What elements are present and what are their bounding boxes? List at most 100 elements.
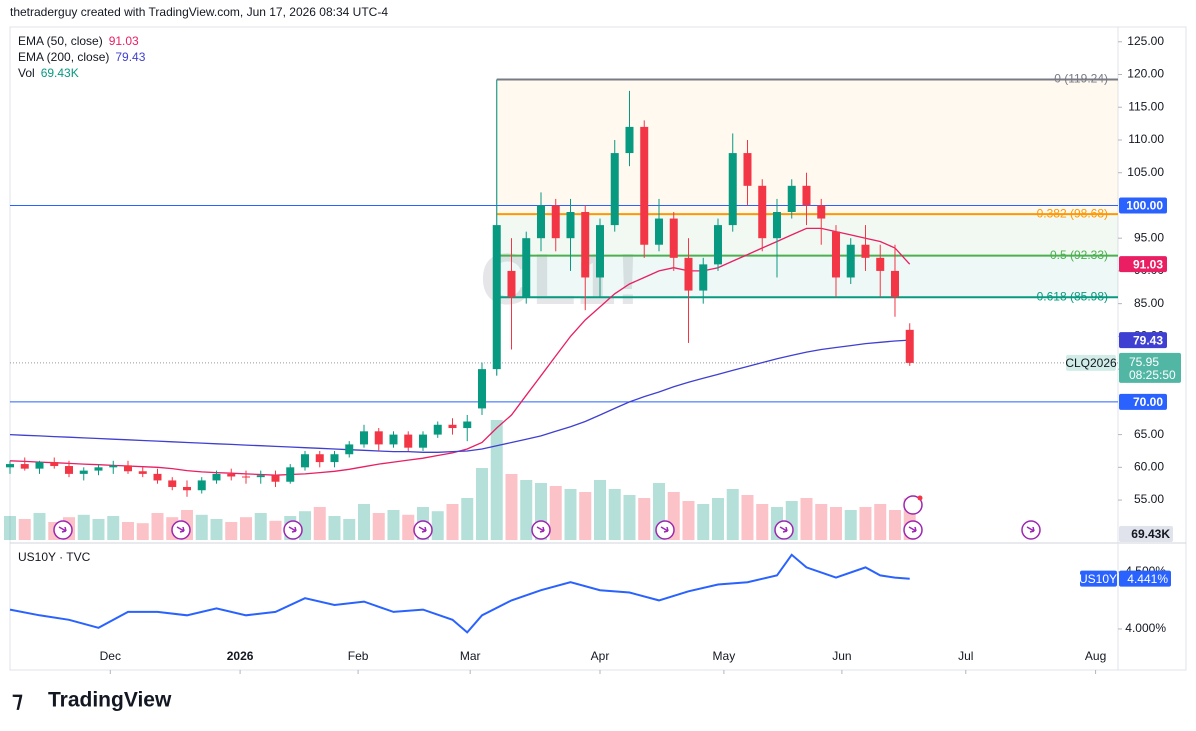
x-tick-label: Mar (460, 649, 481, 663)
candle-body (713, 225, 722, 265)
candle-body (389, 434, 398, 445)
event-arrow (288, 526, 297, 533)
y-tick-label: 60.00 (1134, 460, 1164, 474)
candle-body (418, 434, 427, 448)
candle-body (846, 244, 855, 278)
volume-bar (726, 489, 739, 540)
candle-body (20, 464, 29, 469)
us10y-badge (1119, 570, 1171, 587)
candle-body (35, 462, 44, 469)
volume-bar (151, 513, 164, 540)
volume-bar (490, 420, 503, 540)
candle-body (831, 231, 840, 278)
candle-body (551, 205, 560, 239)
candle-body (684, 257, 693, 291)
volume-bar (195, 514, 208, 540)
candle-body (463, 421, 472, 429)
candle-body (610, 153, 619, 226)
candle-body (123, 465, 132, 472)
footer: TradingView (48, 689, 172, 712)
event-arrow (1026, 526, 1035, 533)
y-tick-label: 65.00 (1134, 427, 1164, 441)
volume-bar (874, 504, 887, 540)
y-tick-label: 115.00 (1128, 99, 1164, 113)
x-tick-label: Jun (832, 649, 851, 663)
volume-bar (402, 514, 415, 540)
candle-body (345, 444, 354, 455)
event-icon (53, 520, 73, 540)
event-icon (413, 520, 433, 540)
candle-body (138, 471, 147, 474)
volume-bar (711, 498, 724, 540)
candle-body (654, 218, 663, 245)
candle-body (64, 466, 73, 474)
logo: ⁊ TradingView (12, 687, 172, 712)
y-tick-label: 125.00 (1127, 34, 1164, 48)
x-tick-label: May (713, 649, 736, 663)
volume-bar (844, 510, 857, 540)
fib-label: 0.618 (85.98) (1037, 289, 1108, 303)
candle-body (153, 473, 162, 481)
ema-line (9, 339, 910, 453)
event-icon (903, 520, 923, 540)
hline-badge (1119, 197, 1167, 214)
candle-body (581, 212, 590, 278)
x-tick-label: Jul (958, 649, 973, 663)
y-tick-label: 105.00 (1127, 165, 1164, 179)
candle-body (817, 205, 826, 219)
candle-body (404, 434, 413, 448)
volume-bar (387, 510, 400, 540)
event-arrow (660, 526, 669, 533)
volume-bar (136, 523, 149, 540)
fib-zone (496, 255, 1118, 298)
us10y-name-badge (1080, 570, 1117, 587)
event-icon (655, 520, 675, 540)
hline-badge-label: 100.00 (1126, 199, 1163, 213)
volume-bar (121, 522, 134, 540)
fib-zone (496, 214, 1118, 256)
volume-bar (475, 468, 488, 540)
candle-body (330, 454, 339, 463)
event-arrow (536, 526, 545, 533)
symbol-label: CLQ2026 (1065, 356, 1117, 370)
x-tick-label: Aug (1085, 649, 1106, 663)
volume-badge (1119, 526, 1173, 542)
candle-body (227, 473, 236, 477)
candle-body (507, 270, 516, 298)
event-icon (1021, 520, 1041, 540)
y-tick-label: 110.00 (1128, 132, 1164, 146)
volume-bar (446, 504, 459, 540)
y-tick-label: 95.00 (1134, 230, 1164, 244)
event-arrow (779, 526, 788, 533)
candle-body (728, 153, 737, 226)
candle-body (94, 467, 103, 471)
ema50-badge-label: 91.03 (1133, 257, 1163, 271)
symbol-badge (1066, 354, 1116, 371)
volume-bar (461, 498, 474, 540)
candle-body (492, 225, 501, 370)
candle-body (50, 462, 59, 467)
candle-body (197, 480, 206, 491)
candle-body (109, 465, 118, 468)
volume-bar (33, 513, 46, 540)
fib-label: 0.5 (92.33) (1050, 248, 1108, 262)
volume-bar (682, 501, 695, 540)
candle-body (861, 244, 870, 258)
candle-body (890, 270, 899, 298)
candle-body (448, 424, 457, 429)
lower-title: US10Y · TVC (18, 550, 91, 564)
volume-bar (697, 504, 710, 540)
candle-body (271, 475, 280, 482)
candle-body (640, 126, 649, 245)
legend-entry: EMA (200, close) (18, 50, 109, 64)
volume-bar (107, 516, 120, 540)
header: thetraderguy created with TradingView.co… (10, 5, 388, 19)
x-tick-label: Apr (591, 649, 610, 663)
candle-body (433, 424, 442, 435)
y-tick-label: 4.000% (1125, 621, 1166, 635)
candle-body (300, 454, 309, 468)
candle-body (6, 464, 14, 468)
candle-body (241, 476, 250, 478)
us10y-name: US10Y (1079, 572, 1117, 586)
us10y-badge-value: 4.441% (1127, 572, 1168, 586)
